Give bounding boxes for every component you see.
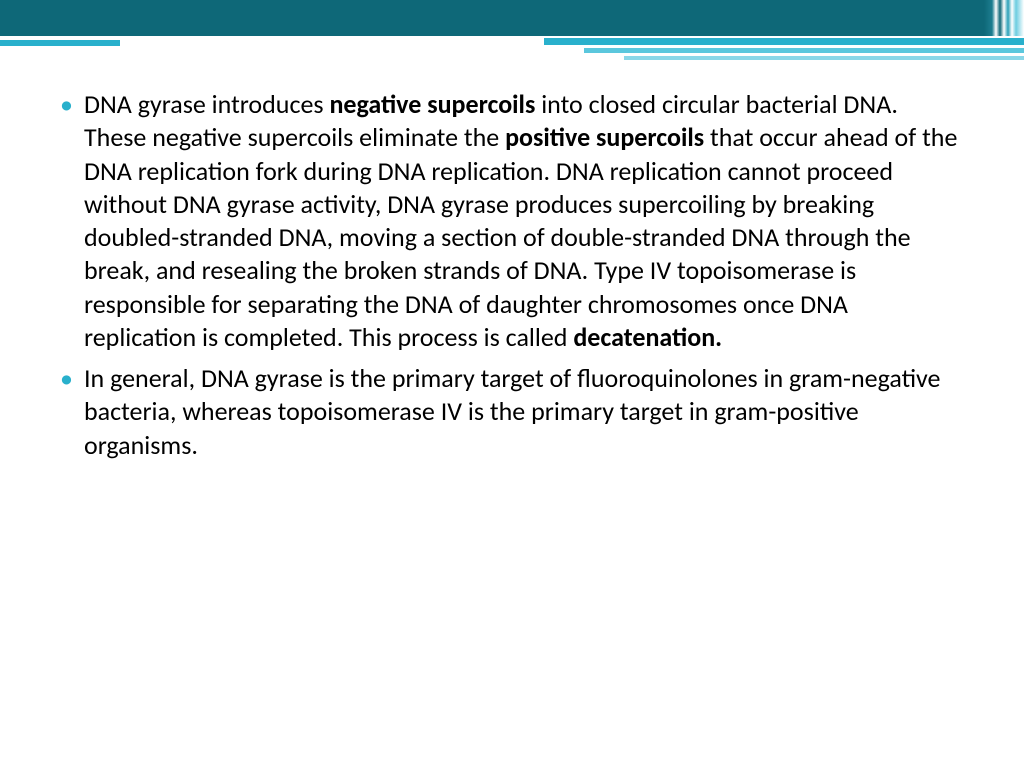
underline-left bbox=[0, 40, 120, 46]
header-band bbox=[0, 0, 1024, 36]
text-run-bold: negative supercoils bbox=[329, 88, 541, 120]
underline-right-2 bbox=[584, 48, 1024, 53]
header-underline-area bbox=[0, 36, 1024, 68]
text-run: that occur ahead of the DNA replication … bbox=[84, 121, 957, 353]
text-run-bold: decatenation. bbox=[573, 321, 722, 353]
header-accent-stripes bbox=[984, 0, 1024, 36]
underline-right-1 bbox=[544, 38, 1024, 45]
text-run-bold: positive supercoils bbox=[505, 121, 710, 153]
list-item: DNA gyrase introduces negative supercoil… bbox=[60, 88, 964, 354]
underline-right-3 bbox=[624, 56, 1024, 60]
text-run: DNA gyrase introduces bbox=[84, 88, 329, 120]
list-item: In general, DNA gyrase is the primary ta… bbox=[60, 362, 964, 462]
slide-content: DNA gyrase introduces negative supercoil… bbox=[0, 68, 1024, 462]
bullet-list: DNA gyrase introduces negative supercoil… bbox=[60, 88, 964, 462]
text-run: In general, DNA gyrase is the primary ta… bbox=[84, 362, 940, 461]
